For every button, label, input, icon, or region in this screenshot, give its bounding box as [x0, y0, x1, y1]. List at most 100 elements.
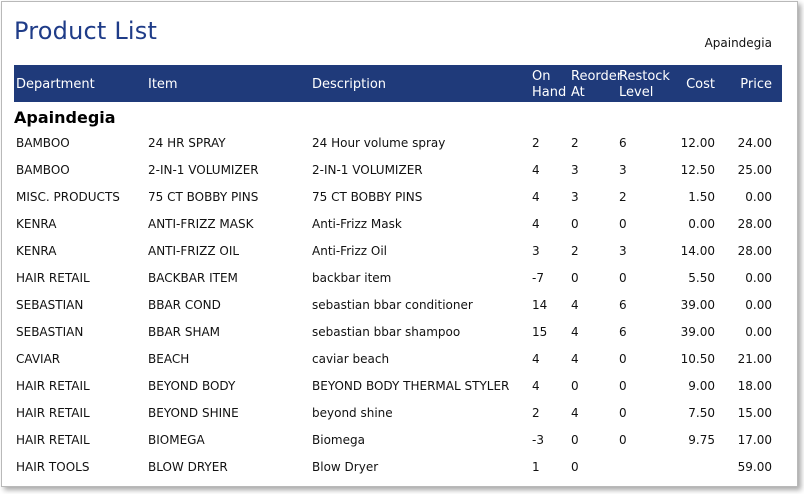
cell-price: 18.00 [737, 379, 772, 393]
cell-price: 17.00 [737, 433, 772, 447]
cell-on-hand: 3 [532, 244, 540, 258]
cell-department: HAIR RETAIL [16, 271, 90, 285]
cell-reorder-at: 0 [571, 460, 579, 474]
cell-reorder-at: 0 [571, 217, 579, 231]
col-header-restock: Restock Level [619, 69, 670, 101]
cell-department: KENRA [16, 217, 57, 231]
cell-restock-level: 6 [619, 136, 627, 150]
cell-item: BIOMEGA [148, 433, 205, 447]
table-row: HAIR RETAIL BEYOND SHINE beyond shine 2 … [2, 400, 797, 427]
cell-item: BEACH [148, 352, 190, 366]
cell-on-hand: 2 [532, 406, 540, 420]
cell-on-hand: -7 [532, 271, 544, 285]
table-row: HAIR RETAIL BEYOND BODY BEYOND BODY THER… [2, 373, 797, 400]
cell-description: 75 CT BOBBY PINS [312, 190, 423, 204]
cell-item: BBAR SHAM [148, 325, 221, 339]
cell-reorder-at: 4 [571, 325, 579, 339]
cell-reorder-at: 0 [571, 379, 579, 393]
cell-on-hand: 1 [532, 460, 540, 474]
cell-price: 28.00 [737, 217, 772, 231]
cell-restock-level: 0 [619, 433, 627, 447]
cell-cost: 10.50 [680, 352, 715, 366]
cell-department: HAIR TOOLS [16, 460, 90, 474]
col-header-reorder-line2: At [571, 85, 585, 100]
table-header: Department Item Description On Hand Reor… [14, 65, 782, 102]
cell-item: BACKBAR ITEM [148, 271, 238, 285]
table-row: CAVIAR BEACH caviar beach 4 4 0 10.50 21… [2, 346, 797, 373]
cell-price: 21.00 [737, 352, 772, 366]
cell-department: SEBASTIAN [16, 298, 84, 312]
cell-reorder-at: 0 [571, 433, 579, 447]
cell-department: MISC. PRODUCTS [16, 190, 120, 204]
col-header-price: Price [740, 77, 772, 92]
cell-cost: 14.00 [680, 244, 715, 258]
cell-description: beyond shine [312, 406, 393, 420]
cell-restock-level: 0 [619, 271, 627, 285]
cell-item: ANTI-FRIZZ OIL [148, 244, 240, 258]
cell-on-hand: 14 [532, 298, 548, 312]
cell-restock-level: 3 [619, 244, 627, 258]
cell-cost: 39.00 [680, 298, 715, 312]
cell-item: BLOW DRYER [148, 460, 228, 474]
table-row: BAMBOO 2-IN-1 VOLUMIZER 2-IN-1 VOLUMIZER… [2, 157, 797, 184]
col-header-cost: Cost [686, 77, 715, 92]
cell-price: 15.00 [737, 406, 772, 420]
cell-price: 28.00 [737, 244, 772, 258]
cell-item: 75 CT BOBBY PINS [148, 190, 259, 204]
col-header-on-hand-line2: Hand [532, 85, 567, 100]
cell-price: 0.00 [745, 298, 772, 312]
cell-restock-level: 2 [619, 190, 627, 204]
cell-reorder-at: 2 [571, 136, 579, 150]
group-heading: Apaindegia [14, 108, 116, 127]
cell-cost: 12.00 [680, 136, 715, 150]
cell-reorder-at: 3 [571, 190, 579, 204]
cell-description: sebastian bbar conditioner [312, 298, 473, 312]
cell-on-hand: 4 [532, 379, 540, 393]
cell-item: BEYOND BODY [148, 379, 236, 393]
cell-department: BAMBOO [16, 136, 70, 150]
cell-on-hand: -3 [532, 433, 544, 447]
cell-description: backbar item [312, 271, 392, 285]
cell-department: HAIR RETAIL [16, 379, 90, 393]
col-header-reorder-line1: Reorder [571, 69, 623, 84]
cell-description: caviar beach [312, 352, 390, 366]
cell-on-hand: 15 [532, 325, 548, 339]
col-header-department: Department [16, 77, 95, 92]
cell-reorder-at: 4 [571, 298, 579, 312]
cell-on-hand: 4 [532, 217, 540, 231]
cell-item: BEYOND SHINE [148, 406, 239, 420]
cell-department: SEBASTIAN [16, 325, 84, 339]
cell-description: Blow Dryer [312, 460, 379, 474]
cell-on-hand: 4 [532, 190, 540, 204]
table-row: MISC. PRODUCTS 75 CT BOBBY PINS 75 CT BO… [2, 184, 797, 211]
cell-cost: 7.50 [688, 406, 715, 420]
cell-reorder-at: 4 [571, 352, 579, 366]
cell-department: HAIR RETAIL [16, 433, 90, 447]
cell-description: Anti-Frizz Mask [312, 217, 402, 231]
col-header-description: Description [312, 77, 387, 92]
report-title: Product List [14, 17, 158, 45]
cell-price: 0.00 [745, 190, 772, 204]
cell-cost: 0.00 [688, 217, 715, 231]
cell-description: 2-IN-1 VOLUMIZER [312, 163, 423, 177]
cell-description: sebastian bbar shampoo [312, 325, 461, 339]
cell-reorder-at: 4 [571, 406, 579, 420]
cell-restock-level: 3 [619, 163, 627, 177]
cell-cost: 12.50 [680, 163, 715, 177]
cell-restock-level: 0 [619, 379, 627, 393]
table-row: SEBASTIAN BBAR COND sebastian bbar condi… [2, 292, 797, 319]
cell-on-hand: 2 [532, 136, 540, 150]
cell-item: 24 HR SPRAY [148, 136, 226, 150]
cell-cost: 9.00 [688, 379, 715, 393]
cell-cost: 39.00 [680, 325, 715, 339]
col-header-on-hand-line1: On [532, 69, 551, 84]
cell-price: 0.00 [745, 325, 772, 339]
cell-item: ANTI-FRIZZ MASK [148, 217, 254, 231]
table-row: HAIR TOOLS BLOW DRYER Blow Dryer 1 0 59.… [2, 454, 797, 481]
cell-cost: 9.75 [688, 433, 715, 447]
cell-on-hand: 4 [532, 163, 540, 177]
cell-on-hand: 4 [532, 352, 540, 366]
table-row: HAIR RETAIL BIOMEGA Biomega -3 0 0 9.75 … [2, 427, 797, 454]
col-header-item: Item [148, 77, 178, 92]
col-header-reorder: Reorder At [571, 69, 622, 101]
